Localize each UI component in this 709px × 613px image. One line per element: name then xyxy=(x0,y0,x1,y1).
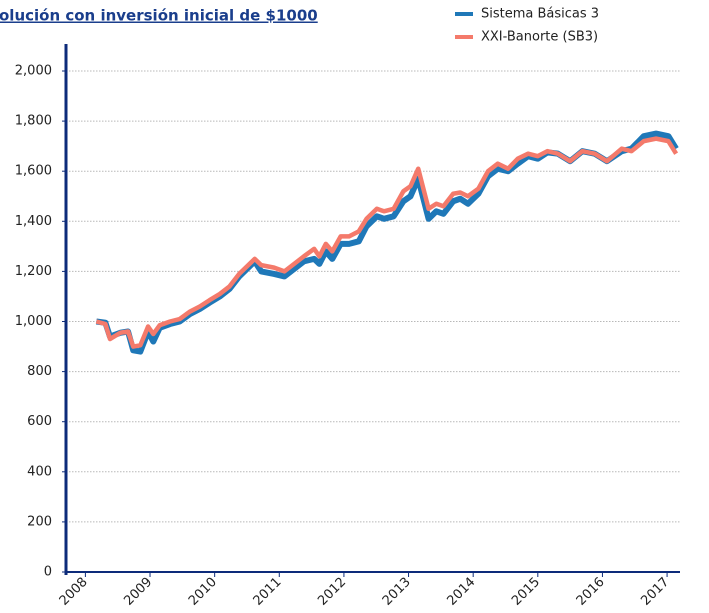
chart-title: olución con inversión inicial de $1000 xyxy=(0,7,318,25)
y-tick-label: 1,600 xyxy=(15,164,52,179)
y-tick-label: 800 xyxy=(27,364,52,379)
x-tick-label: 2008 xyxy=(57,575,91,609)
y-tick-label: 600 xyxy=(27,414,52,429)
y-tick-label: 1,400 xyxy=(15,214,52,229)
x-tick-label: 2017 xyxy=(638,575,672,609)
y-tick-label: 200 xyxy=(27,514,52,529)
y-tick-label: 2,000 xyxy=(15,64,52,79)
x-tick-label: 2014 xyxy=(444,575,478,609)
legend-label: XXI-Banorte (SB3) xyxy=(481,30,598,45)
y-tick-label: 400 xyxy=(27,464,52,479)
y-tick-label: 1,200 xyxy=(15,264,52,279)
y-tick-label: 1,800 xyxy=(15,114,52,129)
y-tick-label: 1,000 xyxy=(15,314,52,329)
x-tick-label: 2012 xyxy=(315,575,349,609)
x-tick-label: 2013 xyxy=(380,575,414,609)
x-tick-label: 2010 xyxy=(186,575,220,609)
x-tick-label: 2011 xyxy=(251,575,285,609)
series-line xyxy=(95,136,679,349)
y-tick-label: 0 xyxy=(44,565,52,580)
x-tick-label: 2016 xyxy=(574,575,608,609)
legend-label: Sistema Básicas 3 xyxy=(481,7,599,22)
x-tick-label: 2009 xyxy=(121,575,155,609)
x-tick-label: 2015 xyxy=(509,575,543,609)
